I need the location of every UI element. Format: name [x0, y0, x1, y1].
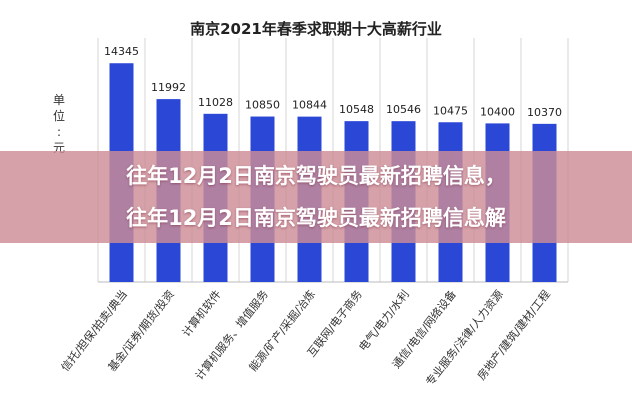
data-label: 11028 — [198, 96, 233, 109]
data-label: 11992 — [151, 81, 186, 94]
headline-overlay-band — [0, 151, 632, 243]
data-label: 10400 — [480, 105, 515, 118]
data-label: 14345 — [104, 45, 139, 58]
data-label: 10546 — [386, 103, 421, 116]
data-label: 10370 — [527, 106, 562, 119]
data-label: 10548 — [339, 103, 374, 116]
category-label: 电气/电力/水利 — [356, 287, 412, 353]
headline-line-2: 往年12月2日南京驾驶员最新招聘信息解 — [126, 206, 506, 230]
y-axis-unit-label: 单位:元 — [48, 92, 70, 156]
y-axis-unit-text: 单位:元 — [52, 93, 65, 155]
data-label: 10844 — [292, 99, 327, 112]
chart-title: 南京2021年春季求职期十大高薪行业 — [190, 20, 442, 38]
category-label: 计算机软件 — [179, 287, 224, 339]
headline-line-1: 往年12月2日南京驾驶员最新招聘信息， — [126, 164, 506, 188]
data-label: 10850 — [245, 99, 280, 112]
data-label: 10475 — [433, 104, 468, 117]
category-label: 专业服务/法律/人力资源 — [423, 287, 506, 388]
